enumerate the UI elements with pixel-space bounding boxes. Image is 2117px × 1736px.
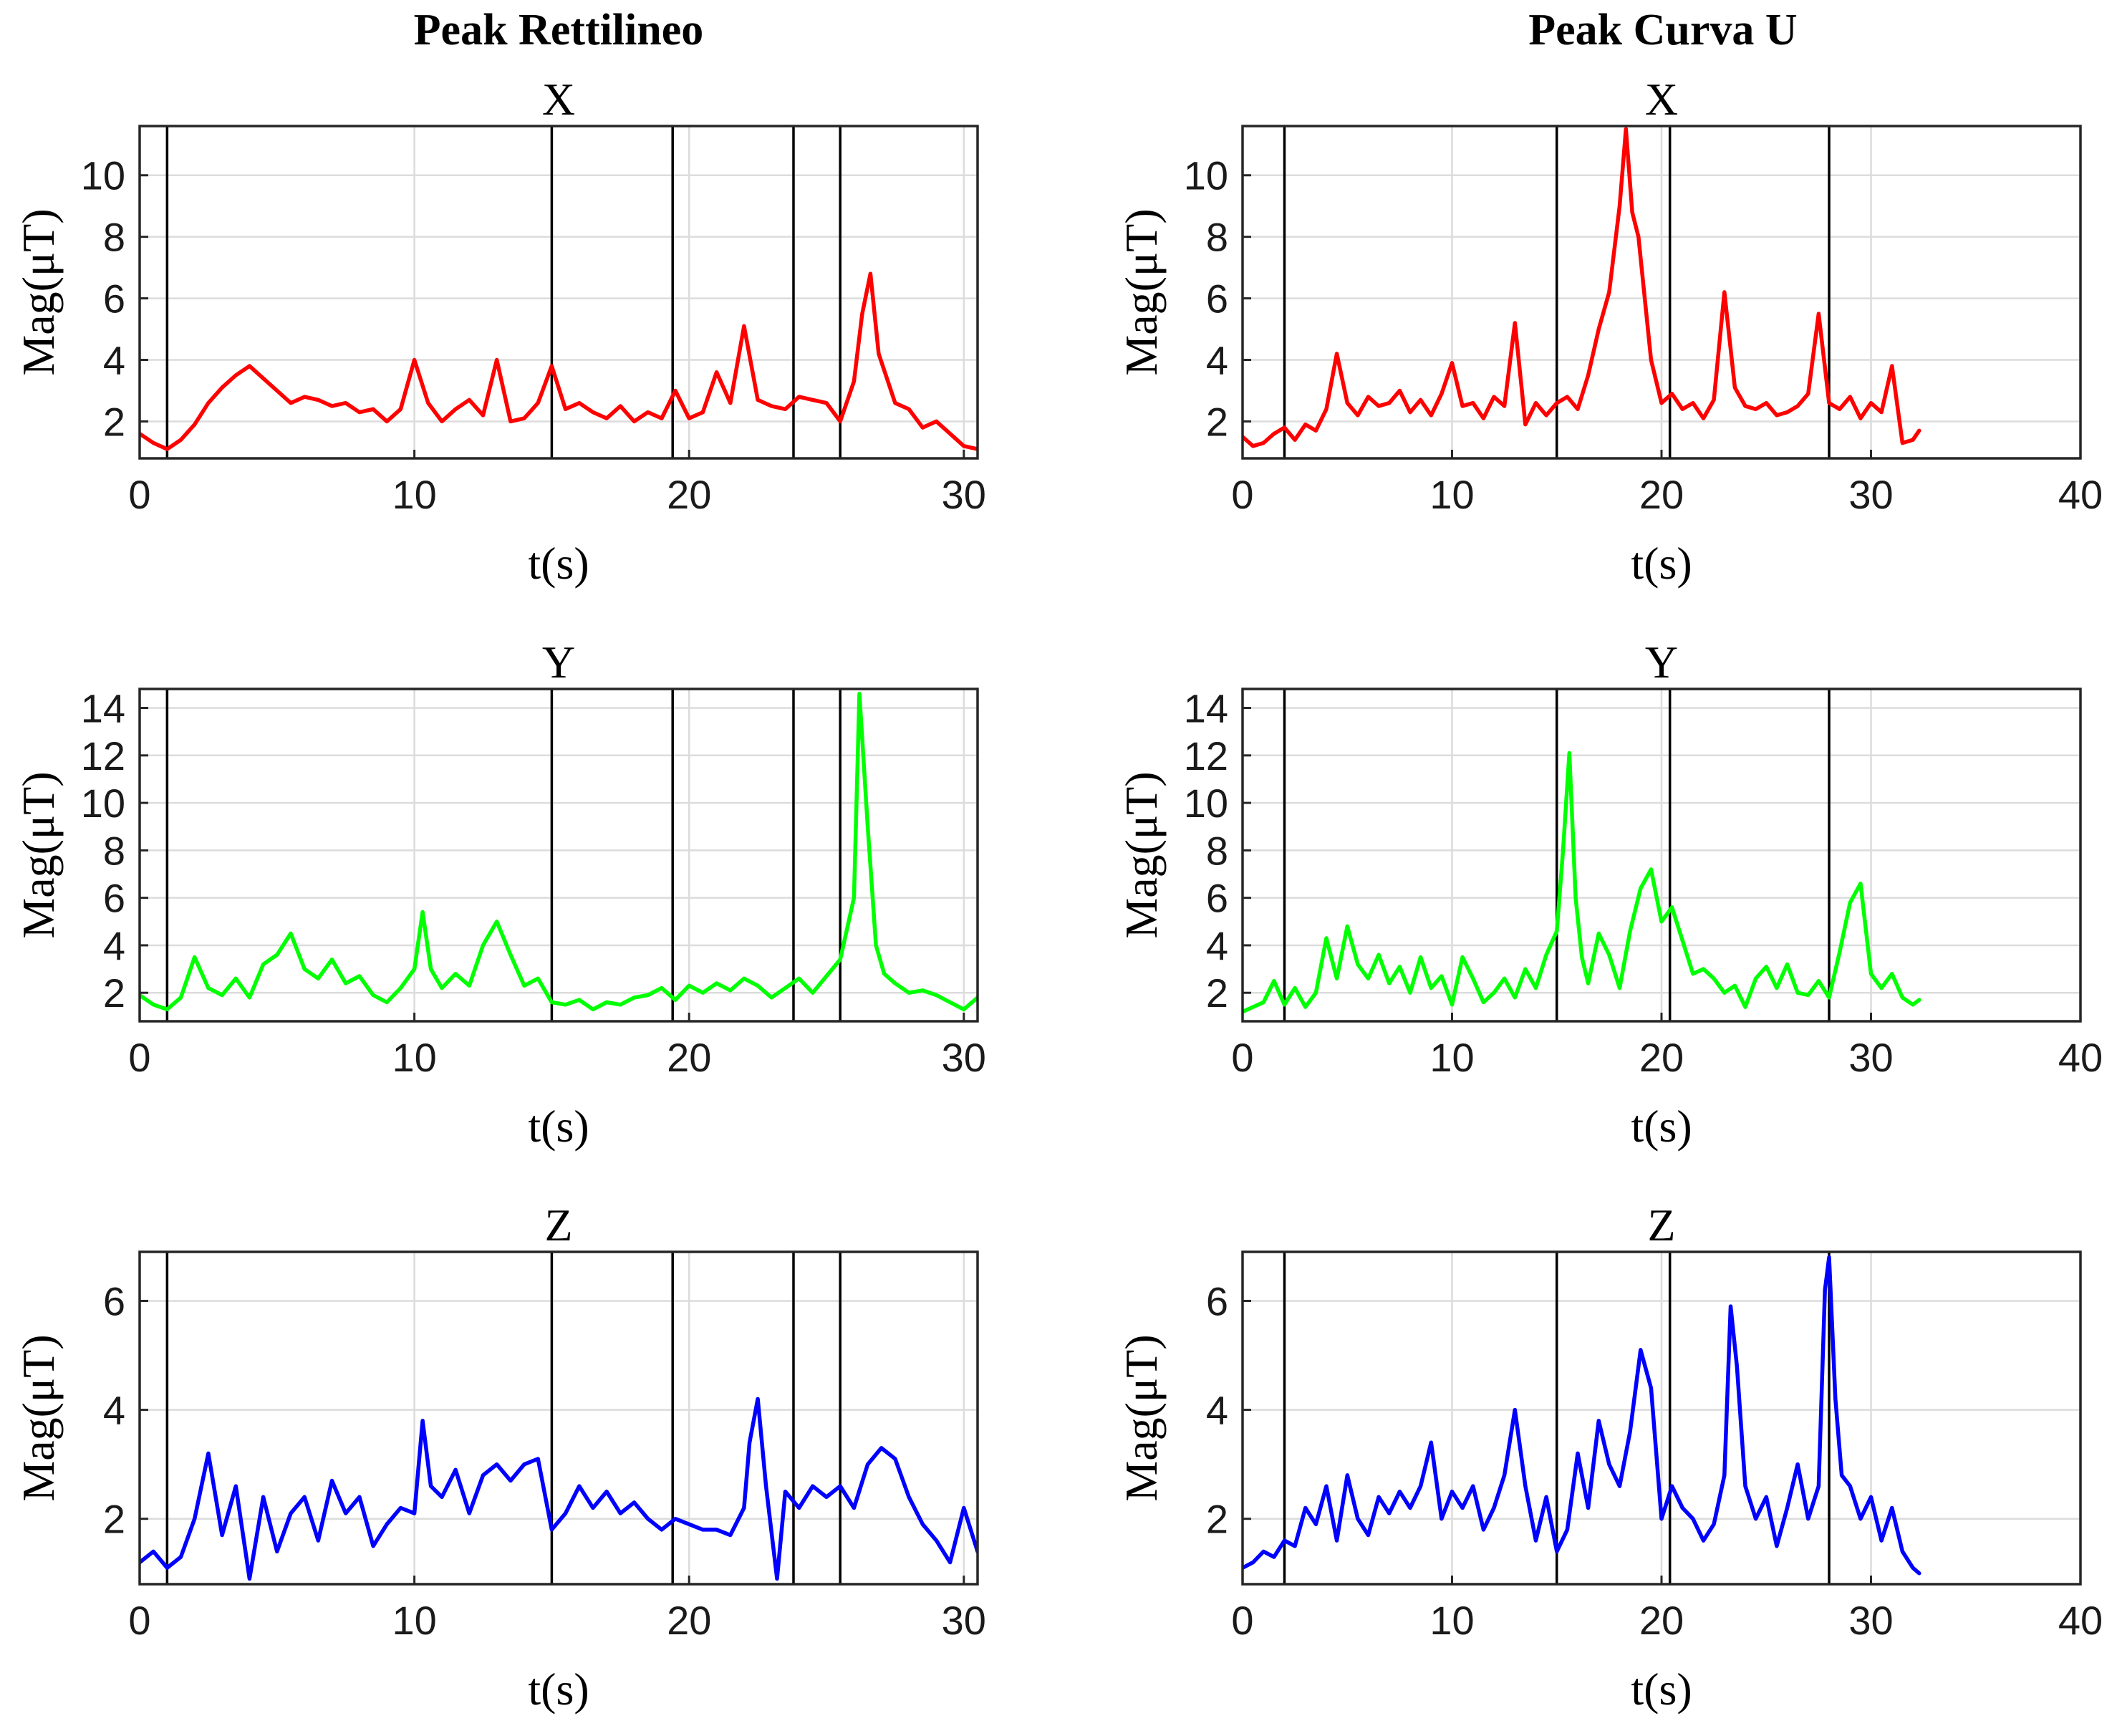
left-x-y-tick-label-6: 6 (103, 276, 125, 322)
right-y-y-tick-label-6: 6 (1206, 876, 1228, 921)
left-y-y-tick-label-4: 4 (103, 923, 125, 968)
left-z-y-tick-label-6: 6 (103, 1278, 125, 1323)
right-y-y-axis-label: Mag(μT) (1116, 771, 1167, 938)
right-y-x-tick-label-0: 0 (1231, 1035, 1253, 1080)
left-y-y-tick-label-12: 12 (81, 733, 125, 778)
right-y-x-tick-label-10: 10 (1429, 1035, 1474, 1080)
left-x-x-tick-label-20: 20 (667, 472, 711, 517)
left-x-title: X (542, 74, 575, 125)
left-y-x-axis-label: t(s) (528, 1101, 589, 1152)
left-z-y-tick-label-2: 2 (103, 1497, 125, 1542)
left-x-x-tick-label-0: 0 (128, 472, 150, 517)
left-x-panel: 0 10 20 30 2 4 6 8 10 Xt(s) Mag(μT) (13, 74, 986, 589)
left-y-series-line-0 (140, 691, 978, 1012)
right-x-y-tick-label-8: 8 (1206, 215, 1228, 260)
right-z-y-tick-label-2: 2 (1206, 1497, 1228, 1542)
left-x-y-tick-label-4: 4 (103, 338, 125, 383)
right-x-x-axis-label: t(s) (1631, 538, 1692, 589)
left-z-axes-frame (138, 1250, 979, 1586)
right-z-x-axis-label: t(s) (1631, 1664, 1692, 1715)
right-y-y-tick-label-14: 14 (1184, 686, 1228, 731)
left-x-y-tick-label-10: 10 (81, 153, 125, 198)
left-z-x-tick-label-0: 0 (128, 1598, 150, 1643)
left-z-x-tick-label-30: 30 (942, 1598, 986, 1643)
left-y-x-tick-label-10: 10 (392, 1035, 436, 1080)
right-z-x-tick-label-20: 20 (1639, 1598, 1684, 1643)
left-x-y-tick-label-8: 8 (103, 215, 125, 260)
left-y-x-tick-label-0: 0 (128, 1035, 150, 1080)
right-z-series-line-0 (1243, 1255, 1921, 1576)
left-z-x-axis-label: t(s) (528, 1664, 589, 1715)
right-z-title: Z (1647, 1200, 1675, 1250)
right-y-x-tick-label-20: 20 (1639, 1035, 1684, 1080)
column-title-right: Peak Curva U (1528, 6, 1797, 54)
left-y-y-axis-label: Mag(μT) (13, 771, 64, 938)
right-x-x-tick-label-20: 20 (1639, 472, 1684, 517)
left-y-y-tick-label-2: 2 (103, 970, 125, 1016)
right-x-y-axis-label: Mag(μT) (1116, 208, 1167, 375)
right-y-series-line-0 (1243, 751, 1921, 1014)
right-z-x-tick-label-0: 0 (1231, 1598, 1253, 1643)
right-y-y-tick-label-10: 10 (1184, 781, 1228, 826)
left-x-axes-frame (138, 125, 979, 460)
left-x-y-tick-label-2: 2 (103, 399, 125, 444)
left-y-axes-frame (138, 688, 979, 1023)
left-z-x-tick-label-10: 10 (392, 1598, 436, 1643)
right-x-title: X (1645, 74, 1678, 125)
right-y-y-tick-label-2: 2 (1206, 970, 1228, 1016)
left-z-panel: 0 10 20 30 2 4 6 Zt(s) Mag(μT) (13, 1200, 986, 1715)
left-x-x-tick-label-30: 30 (942, 472, 986, 517)
right-x-y-tick-label-2: 2 (1206, 399, 1228, 444)
right-x-y-tick-label-6: 6 (1206, 276, 1228, 322)
right-z-y-axis-label: Mag(μT) (1116, 1334, 1167, 1501)
right-x-x-tick-label-10: 10 (1429, 472, 1474, 517)
right-z-y-tick-label-6: 6 (1206, 1278, 1228, 1323)
left-z-title: Z (544, 1200, 572, 1250)
right-x-y-tick-label-4: 4 (1206, 338, 1228, 383)
right-z-x-tick-label-10: 10 (1429, 1598, 1474, 1643)
right-y-y-tick-label-8: 8 (1206, 828, 1228, 873)
right-y-y-tick-label-4: 4 (1206, 923, 1228, 968)
left-x-x-tick-label-10: 10 (392, 472, 436, 517)
right-x-panel: 0 10 20 30 40 2 4 6 8 10 Xt(s) Mag(μT) (1116, 74, 2103, 589)
right-y-x-tick-label-40: 40 (2058, 1035, 2103, 1080)
right-x-series-line-0 (1243, 127, 1921, 448)
right-x-y-tick-label-10: 10 (1184, 153, 1228, 198)
left-y-x-tick-label-20: 20 (667, 1035, 711, 1080)
right-y-title: Y (1645, 637, 1678, 688)
right-x-x-tick-label-30: 30 (1848, 472, 1893, 517)
left-y-y-tick-label-8: 8 (103, 828, 125, 873)
left-z-x-tick-label-20: 20 (667, 1598, 711, 1643)
left-y-y-tick-label-14: 14 (81, 686, 125, 731)
right-z-panel: 0 10 20 30 40 2 4 6 Zt(s) Mag(μT) (1116, 1200, 2103, 1715)
right-y-x-axis-label: t(s) (1631, 1101, 1692, 1152)
left-x-series-line-0 (140, 271, 978, 451)
right-x-x-tick-label-0: 0 (1231, 472, 1253, 517)
left-y-title: Y (542, 637, 575, 688)
left-z-series-line-0 (140, 1397, 978, 1581)
right-y-x-tick-label-30: 30 (1848, 1035, 1893, 1080)
right-z-x-tick-label-30: 30 (1848, 1598, 1893, 1643)
left-y-y-tick-label-6: 6 (103, 876, 125, 921)
left-z-y-tick-label-4: 4 (103, 1388, 125, 1433)
left-x-x-axis-label: t(s) (528, 538, 589, 589)
left-y-x-tick-label-30: 30 (942, 1035, 986, 1080)
right-x-x-tick-label-40: 40 (2058, 472, 2103, 517)
right-z-y-tick-label-4: 4 (1206, 1388, 1228, 1433)
left-z-y-axis-label: Mag(μT) (13, 1334, 64, 1501)
left-y-y-tick-label-10: 10 (81, 781, 125, 826)
right-z-x-tick-label-40: 40 (2058, 1598, 2103, 1643)
column-title-left: Peak Rettilineo (414, 6, 704, 54)
right-y-y-tick-label-12: 12 (1184, 733, 1228, 778)
left-x-y-axis-label: Mag(μT) (13, 208, 64, 375)
